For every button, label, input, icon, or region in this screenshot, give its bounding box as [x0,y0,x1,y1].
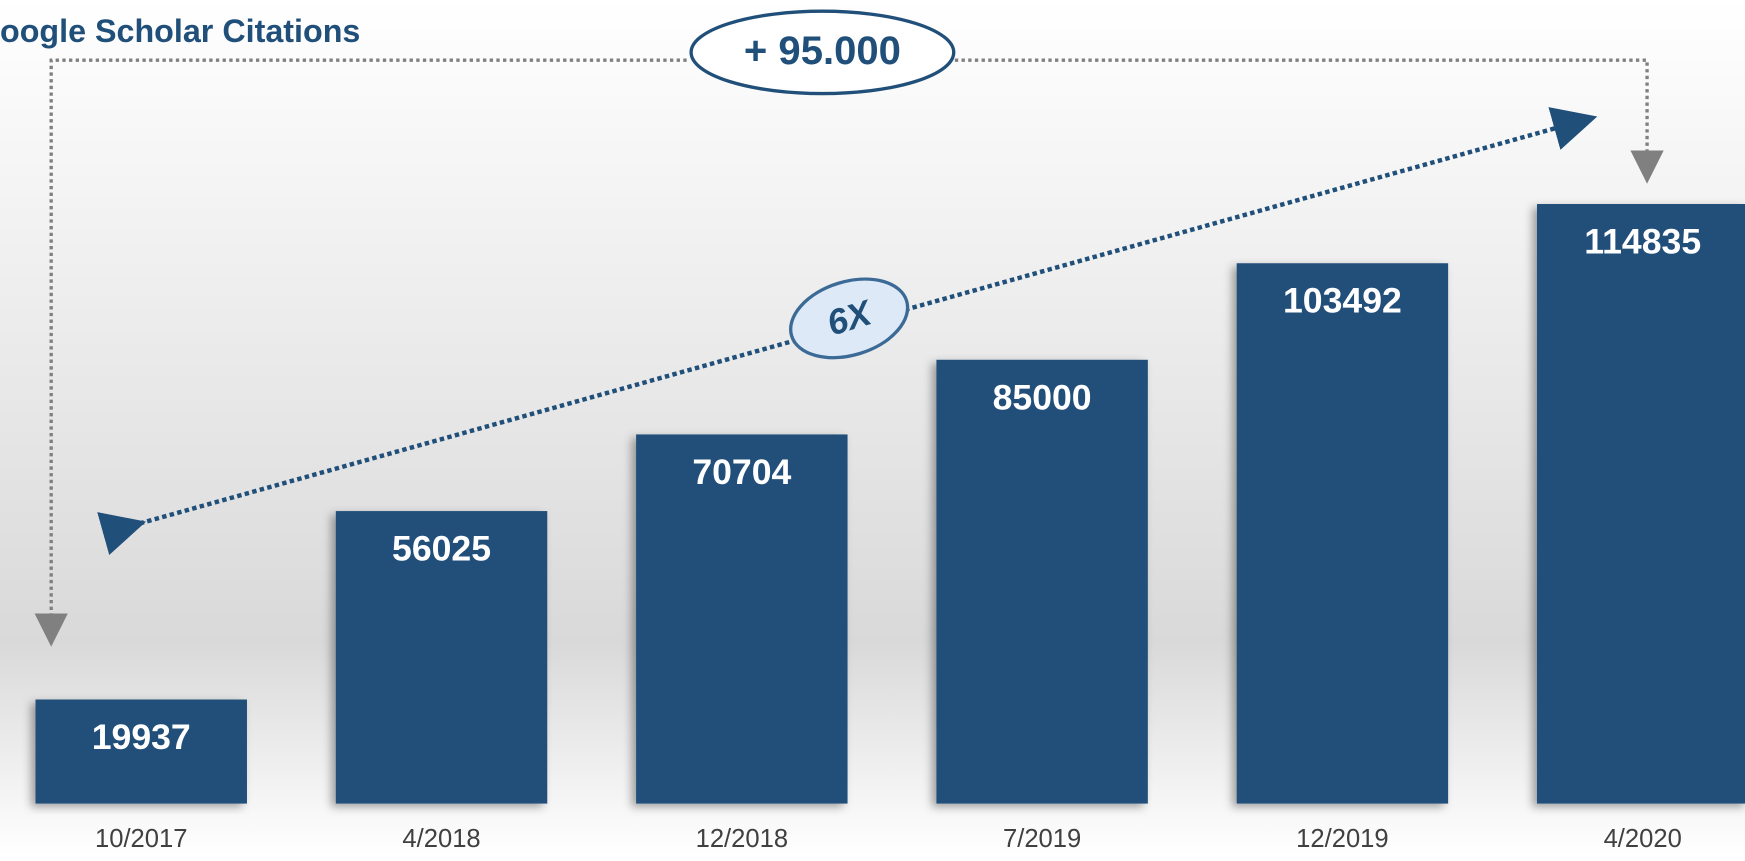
bar [35,699,247,804]
x-tick-label: 10/2017 [95,825,187,853]
x-tick-label: 12/2019 [1296,825,1388,853]
x-tick-label: 7/2019 [1003,825,1081,853]
growth-arrow [97,107,1598,556]
span-bracket [49,58,1649,624]
value-label: 56025 [392,529,491,569]
x-tick-label: 4/2020 [1604,825,1682,853]
value-label: 114835 [1584,221,1701,261]
bar [936,359,1148,804]
annotation: + 95.000 [744,29,901,73]
annotation-ellipse [788,277,910,360]
value-label: 19937 [92,717,191,757]
value-label: 70704 [692,452,791,492]
bar [1236,263,1449,804]
value-label: 85000 [993,377,1092,417]
bar [1536,204,1745,804]
x-tick-label: 12/2018 [696,825,788,853]
value-label: 103492 [1283,281,1402,321]
annotation-ellipse [689,9,956,96]
x-tick-label: 4/2018 [402,825,480,853]
bar [335,511,548,804]
chart-title: oogle Scholar Citations [0,13,360,49]
